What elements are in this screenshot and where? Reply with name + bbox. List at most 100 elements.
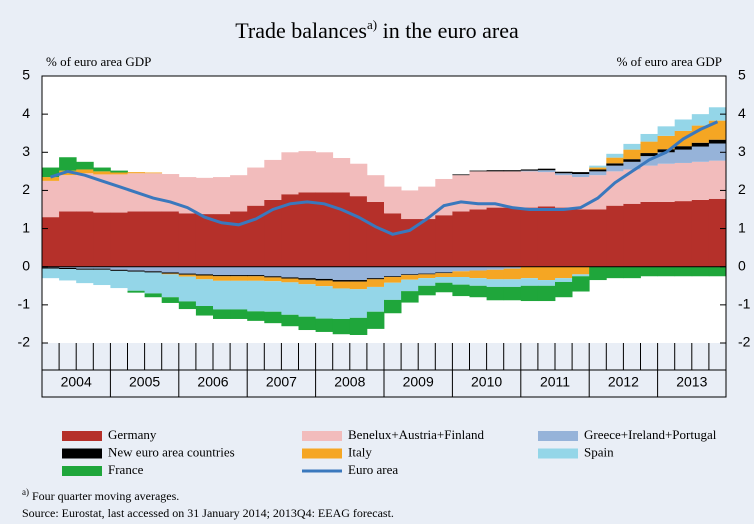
euro-area-line	[50, 120, 719, 236]
area-step	[110, 269, 128, 271]
area-step	[366, 201, 385, 267]
area-step	[195, 275, 214, 280]
area-step	[349, 266, 368, 281]
area-step	[452, 277, 470, 285]
area-step	[537, 168, 556, 171]
area-step	[93, 171, 111, 175]
area-step	[452, 271, 470, 278]
area-step	[195, 274, 214, 276]
area-step	[230, 211, 248, 267]
area-step	[401, 275, 419, 280]
y-tick-label: -2	[18, 334, 31, 350]
area-step	[59, 267, 77, 270]
y2-tick-label: 2	[738, 181, 746, 197]
area-step	[572, 177, 590, 210]
area-step	[230, 275, 248, 277]
area-step	[401, 291, 419, 303]
area-step	[315, 152, 334, 193]
area-step	[281, 314, 299, 327]
area-step	[486, 171, 505, 208]
legend-swatch	[538, 448, 578, 459]
area-step	[230, 276, 248, 281]
area-step	[469, 170, 487, 172]
area-step	[161, 174, 180, 212]
area-step	[657, 135, 676, 150]
legend-label: Germany	[108, 427, 157, 442]
area-step	[589, 266, 607, 281]
area-step	[366, 279, 385, 287]
area-step	[657, 266, 676, 277]
area-step	[520, 266, 539, 279]
area-step	[59, 266, 77, 268]
area-step	[640, 141, 658, 154]
area-step	[418, 285, 436, 296]
chart-title: Trade balancesa) in the euro area	[235, 17, 519, 43]
area-step	[315, 278, 334, 281]
area-step	[708, 160, 727, 199]
area-step	[76, 269, 94, 284]
area-step	[144, 211, 163, 267]
area-step	[708, 120, 727, 140]
area-step	[195, 177, 214, 215]
x-tick-label: 2008	[334, 374, 365, 390]
y-axis-label: % of euro area GDP	[46, 54, 151, 69]
footnote-text: Four quarter moving averages.	[29, 489, 179, 503]
area-step	[59, 157, 77, 171]
area-step	[623, 266, 641, 279]
area-step	[195, 306, 214, 316]
area-step	[110, 174, 128, 213]
area-step	[623, 203, 641, 267]
area-step	[178, 266, 197, 274]
area-step	[366, 266, 385, 279]
area-step	[555, 278, 573, 282]
area-step	[195, 279, 214, 307]
area-step	[264, 311, 282, 324]
x-tick-label: 2013	[676, 374, 707, 390]
area-step	[298, 151, 316, 193]
area-step	[469, 209, 487, 267]
area-step	[572, 276, 590, 292]
area-step	[537, 170, 556, 173]
area-step	[281, 277, 299, 279]
area-step	[298, 316, 316, 331]
area-step	[503, 279, 522, 287]
area-step	[93, 268, 111, 270]
y2-tick-label: 3	[738, 143, 746, 159]
area-step	[213, 309, 231, 319]
area-step	[674, 149, 693, 163]
area-step	[247, 311, 265, 321]
x-tick-label: 2010	[471, 374, 502, 390]
legend-swatch	[62, 466, 102, 476]
area-step	[230, 309, 248, 319]
area-step	[691, 146, 710, 162]
x-tick-label: 2004	[61, 374, 92, 390]
area-step	[503, 171, 522, 208]
area-step	[435, 273, 453, 278]
legend-swatch	[62, 448, 102, 459]
area-step	[332, 192, 351, 267]
area-step	[555, 171, 573, 174]
area-step	[349, 163, 368, 197]
area-step	[59, 211, 77, 267]
area-step	[42, 267, 60, 269]
legend-label: Spain	[584, 444, 614, 459]
area-step	[127, 270, 145, 272]
legend-label: France	[108, 462, 144, 477]
y2-tick-label: 4	[738, 105, 746, 121]
area-step	[384, 299, 402, 314]
area-step	[384, 276, 402, 278]
area-step	[606, 266, 624, 279]
area-step	[691, 125, 710, 143]
area-step	[161, 297, 180, 303]
area-step	[435, 266, 453, 273]
area-step	[127, 271, 145, 291]
area-step	[144, 293, 163, 298]
area-step	[537, 172, 556, 207]
area-step	[281, 152, 299, 195]
area-step	[401, 190, 419, 220]
area-step	[469, 266, 487, 271]
area-step	[486, 207, 505, 267]
legend-label: New euro area countries	[108, 444, 235, 459]
area-step	[230, 280, 248, 310]
